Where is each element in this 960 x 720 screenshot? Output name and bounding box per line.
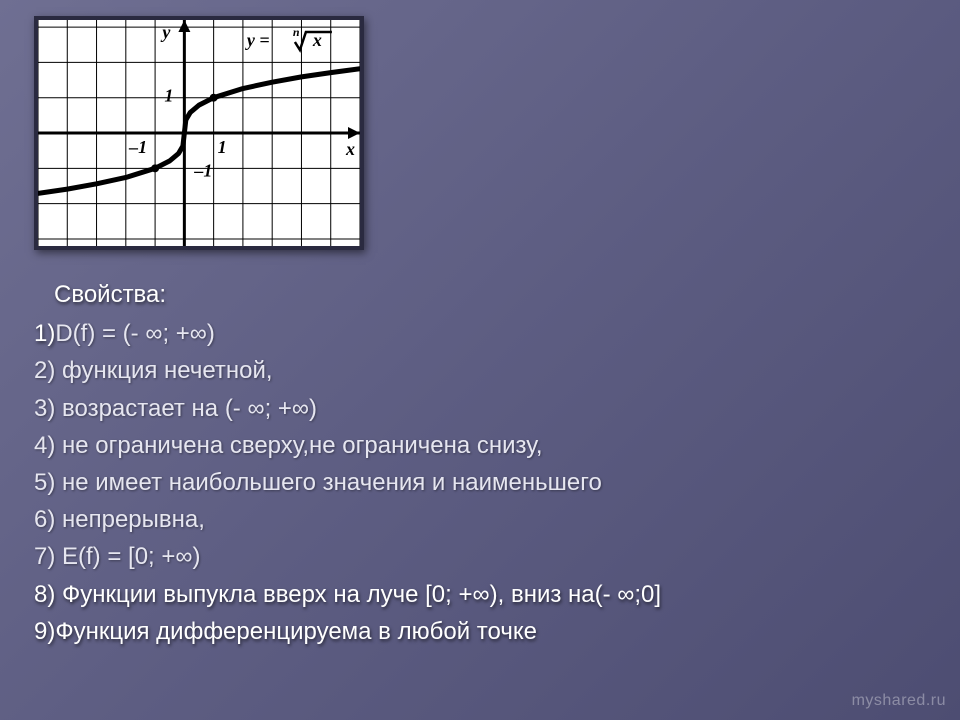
property-line-7: 7) E(f) = [0; +∞) [34,538,940,575]
property-line-3: 3) возрастает на (- ∞; +∞) [34,390,940,427]
svg-text:1: 1 [164,86,173,106]
property-line-5: 5) не имеет наибольшего значения и наиме… [34,464,940,501]
svg-text:–1: –1 [128,137,147,157]
property-line-4: 4) не ограничена сверху,не ограничена сн… [34,427,940,464]
function-graph: yx1–11–1y =nx [38,20,360,246]
property-line-9: 9)Функция дифференцируема в любой точке [34,613,940,650]
property-line-1: 1)D(f) = (- ∞; +∞) [34,315,940,352]
property-line-6: 6) непрерывна, [34,501,940,538]
svg-text:1: 1 [218,137,227,157]
svg-text:x: x [312,30,322,50]
property-line-8: 8) Функции выпукла вверх на луче [0; +∞)… [34,576,940,613]
properties-content: Свойства: 1)D(f) = (- ∞; +∞)2) функция н… [34,276,940,650]
svg-text:x: x [345,139,355,159]
watermark-text: myshared.ru [852,692,946,710]
properties-title: Свойства: [34,276,940,313]
property-line-2: 2) функция нечетной, [34,352,940,389]
graph-container: yx1–11–1y =nx [34,16,364,250]
svg-text:y: y [160,22,171,42]
svg-text:–1: –1 [193,160,212,180]
svg-text:n: n [293,25,300,39]
svg-text:y =: y = [245,30,270,50]
